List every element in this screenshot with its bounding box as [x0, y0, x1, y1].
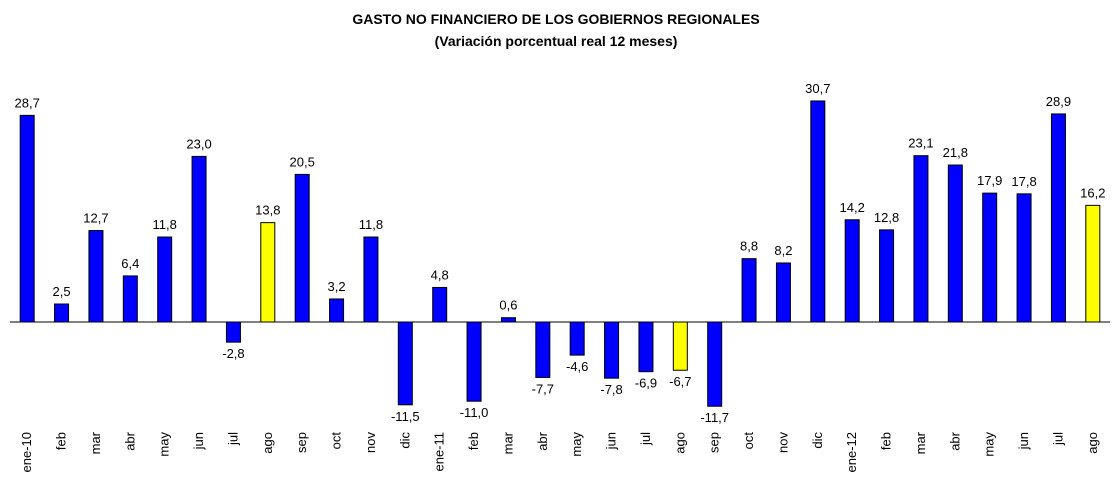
- x-tick-label: feb: [466, 432, 481, 450]
- value-label: 0,6: [499, 298, 517, 313]
- x-tick-label: jul: [225, 432, 240, 446]
- value-label: -4,6: [566, 359, 588, 374]
- bar: [672, 321, 688, 371]
- x-tick-label: ago: [672, 432, 687, 454]
- value-label: 11,8: [153, 217, 177, 232]
- x-tick-label: nov: [363, 432, 378, 453]
- x-tick-label: mar: [88, 431, 103, 454]
- value-label: 3,2: [328, 279, 346, 294]
- bar: [397, 321, 413, 406]
- value-label: 21,8: [943, 145, 968, 160]
- bar: [844, 219, 860, 323]
- bar: [535, 321, 551, 378]
- bar: [294, 173, 310, 323]
- value-label: 23,1: [908, 136, 933, 151]
- bar: [466, 321, 482, 402]
- bar: [569, 321, 585, 356]
- bar: [638, 321, 654, 373]
- value-label: 17,9: [977, 173, 1002, 188]
- x-tick-label: oct: [741, 432, 756, 450]
- value-label: 14,2: [840, 200, 865, 215]
- x-tick-label: mar: [500, 431, 515, 454]
- x-tick-label: ene-11: [432, 432, 447, 472]
- value-label: 28,9: [1046, 94, 1071, 109]
- x-tick-label: abr: [535, 431, 550, 450]
- bar: [363, 236, 379, 323]
- x-tick-label: feb: [54, 432, 69, 450]
- value-label: -2,8: [222, 346, 244, 361]
- chart-title: GASTO NO FINANCIERO DE LOS GOBIERNOS REG…: [352, 11, 759, 27]
- x-tick-label: may: [569, 432, 584, 457]
- x-tick-label: sep: [294, 432, 309, 453]
- x-tick-label: jul: [1050, 432, 1065, 446]
- value-label: 28,7: [15, 95, 40, 110]
- bar: [260, 222, 276, 323]
- x-tick-label: abr: [947, 431, 962, 450]
- x-tick-label: abr: [122, 431, 137, 450]
- x-tick-label: oct: [329, 432, 344, 450]
- bar: [500, 317, 516, 323]
- x-tick-label: may: [157, 432, 172, 457]
- value-label: -7,8: [600, 382, 622, 397]
- bar: [982, 192, 998, 323]
- bar: [741, 258, 757, 323]
- chart-subtitle: (Variación porcentual real 12 meses): [435, 33, 678, 49]
- bar: [775, 262, 791, 323]
- bar: [810, 100, 826, 323]
- value-label: 2,5: [53, 284, 71, 299]
- x-tick-label: dic: [397, 432, 412, 449]
- x-tick-label: jun: [604, 432, 619, 450]
- bar: [88, 230, 104, 323]
- x-tick-label: jun: [191, 432, 206, 450]
- value-label: 12,7: [83, 211, 108, 226]
- value-label: 4,8: [431, 267, 449, 282]
- bar: [1085, 204, 1101, 323]
- x-tick-label: mar: [913, 431, 928, 454]
- bar: [947, 164, 963, 323]
- value-label: 13,8: [255, 203, 280, 218]
- value-label: -11,0: [460, 405, 489, 420]
- bar: [19, 114, 35, 323]
- x-tick-label: ene-12: [844, 432, 859, 472]
- bar: [1016, 193, 1032, 323]
- bar: [913, 155, 929, 323]
- x-tick-label: may: [982, 432, 997, 457]
- x-tick-label: ago: [260, 432, 275, 454]
- x-tick-label: jun: [1016, 432, 1031, 450]
- value-label: 23,0: [186, 136, 211, 151]
- value-label: 8,8: [740, 239, 758, 254]
- value-label: -7,7: [532, 381, 554, 396]
- value-label: -6,9: [635, 376, 657, 391]
- value-label: 20,5: [290, 154, 315, 169]
- value-label: 8,2: [774, 243, 792, 258]
- x-tick-label: jul: [638, 432, 653, 446]
- x-tick-label: ene-10: [19, 432, 34, 472]
- value-label: 17,8: [1011, 174, 1036, 189]
- bar: [432, 286, 448, 323]
- x-tick-label: nov: [775, 432, 790, 453]
- bar: [1050, 113, 1066, 323]
- bar: [122, 275, 138, 323]
- value-label: -11,5: [391, 409, 420, 424]
- value-label: 30,7: [805, 81, 830, 96]
- bar: [329, 298, 345, 323]
- bar: [604, 321, 620, 379]
- x-tick-label: dic: [810, 432, 825, 449]
- value-label: -6,7: [669, 374, 691, 389]
- value-label: 6,4: [121, 256, 139, 271]
- bar: [54, 303, 70, 323]
- value-label: 11,8: [359, 217, 383, 232]
- bar: [191, 155, 207, 323]
- value-label: 16,2: [1080, 185, 1105, 200]
- bar: [225, 321, 241, 343]
- bar: [879, 229, 895, 323]
- x-tick-label: sep: [707, 432, 722, 453]
- bar: [707, 321, 723, 407]
- value-label: -11,7: [700, 410, 729, 425]
- value-label: 12,8: [874, 210, 899, 225]
- bar: [157, 236, 173, 323]
- x-tick-label: feb: [879, 432, 894, 450]
- x-tick-label: ago: [1085, 432, 1100, 454]
